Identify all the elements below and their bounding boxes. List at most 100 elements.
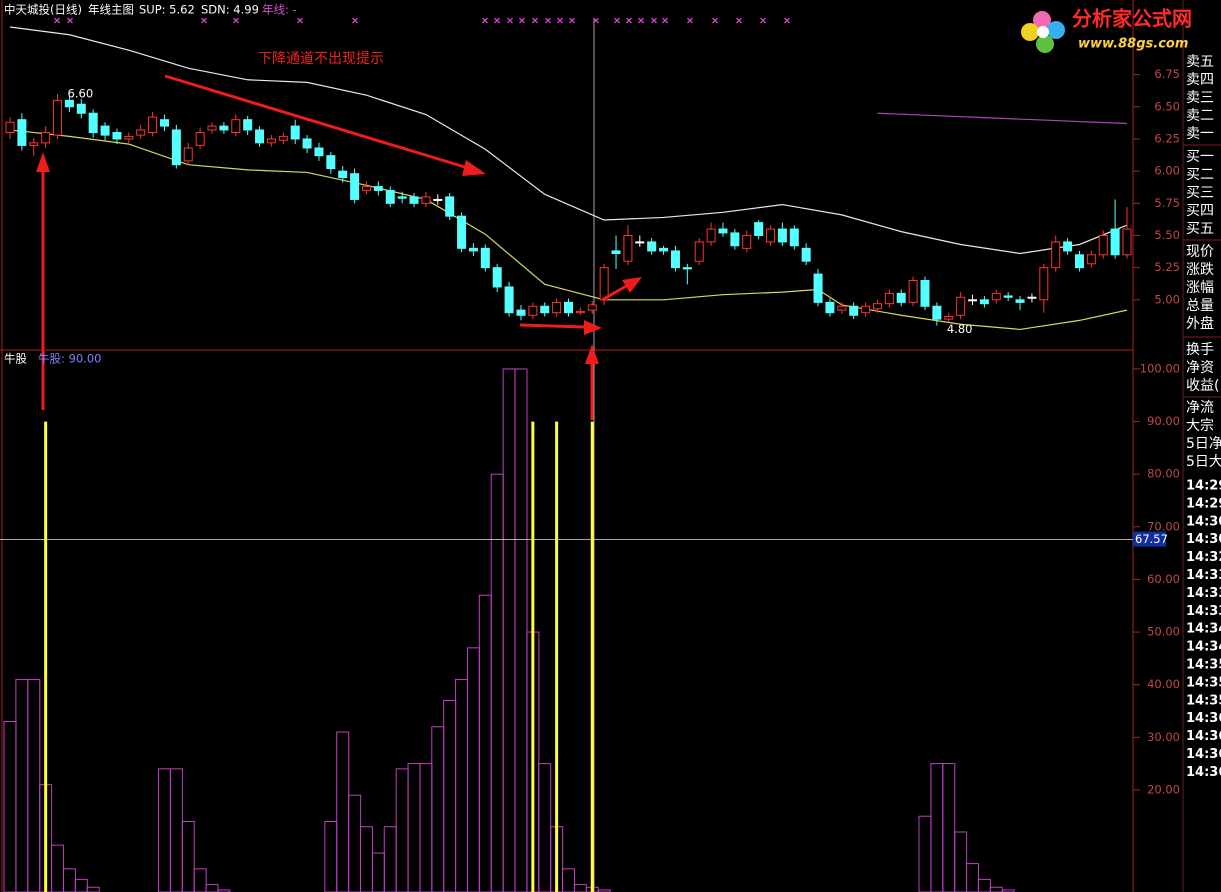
y-tick-label: 5.00 (1154, 292, 1180, 306)
side-label: 买一 (1186, 149, 1214, 165)
y-tick-label: 60.00 (1147, 572, 1180, 586)
sdn-value: SDN: 4.99 (201, 3, 259, 17)
bar (966, 863, 980, 892)
side-time: 14:36 (1186, 765, 1221, 780)
signal-marker (297, 17, 303, 24)
stock-name: 中天城投(日线) (4, 3, 82, 17)
y-tick-label: 20.00 (1147, 782, 1180, 796)
signal-marker (532, 17, 538, 24)
candle-body (492, 267, 502, 288)
arrow-head (36, 152, 50, 172)
candle-body (991, 292, 1001, 301)
side-time: 14:29 (1186, 496, 1221, 511)
candle-body (243, 119, 253, 131)
side-label: 净流 (1186, 400, 1214, 416)
candle-body (290, 125, 300, 140)
logo-name: 分析家公式网 (1072, 7, 1192, 31)
signal-marker (352, 17, 358, 24)
candle-body (350, 173, 360, 200)
signal-marker (201, 17, 207, 24)
signal-marker (557, 17, 563, 24)
candle-body (599, 267, 609, 301)
y-tick-label: 5.50 (1154, 228, 1180, 242)
candle-body (100, 125, 110, 136)
side-time: 14:29 (1186, 479, 1221, 494)
candle-body (338, 170, 348, 179)
y-tick-label: 6.25 (1154, 131, 1180, 145)
y-tick-label: 30.00 (1147, 730, 1180, 744)
sup-value: SUP: 5.62 (139, 3, 195, 17)
candle-body (813, 273, 823, 303)
signal-marker (54, 17, 60, 24)
candle-body (41, 132, 51, 144)
candle-body (1039, 267, 1049, 301)
arrow (601, 283, 629, 302)
candle-body (136, 129, 146, 136)
candle-body (1074, 254, 1084, 269)
y-tick-label: 5.25 (1154, 260, 1180, 274)
candle-body (266, 138, 276, 144)
candle-body (1122, 228, 1132, 256)
price-label: 4.80 (947, 322, 973, 336)
candle-body (670, 250, 680, 269)
candle-body (540, 305, 550, 314)
side-time: 14:36 (1186, 711, 1221, 726)
candle-body (659, 247, 669, 252)
candle-body (979, 299, 989, 305)
logo-petal (1021, 23, 1039, 41)
candle-body (718, 228, 728, 234)
candle-body (777, 228, 787, 243)
side-label: 买三 (1186, 185, 1214, 201)
signal-marker (593, 17, 599, 24)
y-tick-label: 6.50 (1154, 99, 1180, 113)
candle-body (171, 129, 181, 166)
signal-marker (494, 17, 500, 24)
candle-body (255, 129, 265, 144)
y-tick-label: 90.00 (1147, 414, 1180, 428)
candle-body (231, 119, 241, 134)
bar (193, 868, 207, 892)
candle-body (1063, 241, 1073, 252)
side-label: 买二 (1186, 167, 1214, 183)
side-time: 14:35 (1186, 658, 1221, 673)
y-tick-label: 70.00 (1147, 519, 1180, 533)
side-label: 涨幅 (1186, 280, 1214, 296)
candle-body (64, 99, 74, 108)
candle-body (766, 228, 776, 243)
candle-body (896, 292, 906, 303)
candle-body (468, 247, 478, 252)
candle-body (504, 286, 514, 314)
bar (514, 368, 528, 892)
arrow-head (622, 277, 642, 293)
y-tick-label: 100.00 (1140, 361, 1180, 375)
side-label: 总量 (1186, 298, 1214, 314)
side-label: 卖二 (1186, 108, 1214, 124)
candle-body (1003, 295, 1013, 298)
candle-body (445, 196, 455, 217)
candle-body (920, 280, 930, 307)
side-time: 14:35 (1186, 675, 1221, 690)
logo-petal (1033, 11, 1051, 29)
candle-body (730, 232, 740, 247)
signal-marker (784, 17, 790, 24)
candle-body (1110, 228, 1120, 256)
signal-marker (662, 17, 668, 24)
y-tick-label: 50.00 (1147, 625, 1180, 639)
candle-body (457, 215, 467, 249)
candle-body (278, 135, 288, 141)
candle-body (385, 189, 395, 204)
signal-marker (760, 17, 766, 24)
candle-body (219, 125, 229, 131)
candle-body (587, 304, 597, 311)
candle-body (53, 99, 63, 136)
signal-marker (519, 17, 525, 24)
signal-marker (507, 17, 513, 24)
signal-marker (614, 17, 620, 24)
side-time: 14:33 (1186, 568, 1221, 583)
signal-marker (712, 17, 718, 24)
indicator-legend: 牛股: 90.00 (38, 352, 101, 366)
candle-body (789, 228, 799, 247)
side-time: 14:33 (1186, 604, 1221, 619)
candle-body (17, 119, 27, 146)
